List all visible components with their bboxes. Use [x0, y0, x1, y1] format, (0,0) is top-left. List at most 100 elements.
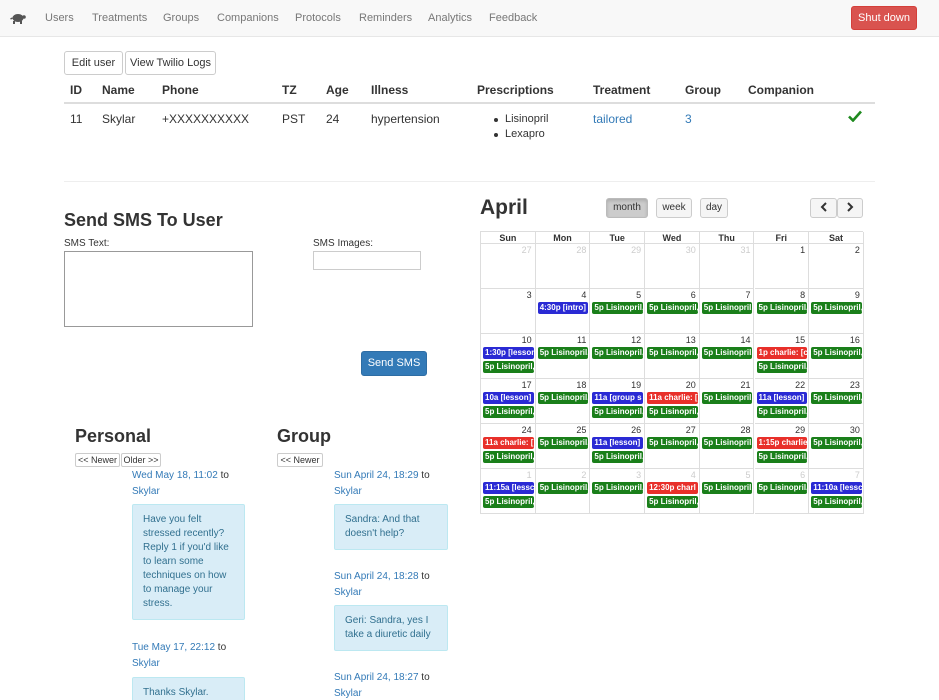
calendar-event[interactable]: 1:15p charlie: [756, 437, 808, 449]
calendar-prev-button[interactable]: [810, 198, 837, 218]
message-date-link[interactable]: Sun April 24, 18:29: [334, 470, 419, 481]
calendar-event[interactable]: 4:30p [intro]: [537, 302, 589, 314]
edit-user-button[interactable]: Edit user: [64, 51, 123, 75]
calendar-day-cell[interactable]: 5: [590, 289, 646, 334]
calendar-day-cell[interactable]: 26: [590, 424, 646, 469]
nav-users[interactable]: Users: [45, 12, 74, 24]
calendar-day-cell[interactable]: 16: [809, 334, 864, 379]
calendar-day-cell[interactable]: 23: [809, 379, 864, 424]
calendar-day-cell[interactable]: 4: [535, 289, 591, 334]
group-link[interactable]: 3: [685, 112, 692, 126]
calendar-day-cell[interactable]: 9: [809, 289, 864, 334]
calendar-day-cell[interactable]: 28: [699, 424, 755, 469]
calendar-day-cell[interactable]: 7: [809, 469, 864, 514]
calendar-event[interactable]: 5p Lisinopril,: [756, 302, 808, 314]
calendar-day-cell[interactable]: 2: [535, 469, 591, 514]
calendar-event[interactable]: 5p Lisinopril,: [592, 406, 644, 418]
calendar-event[interactable]: 5p Lisinopril,: [647, 347, 698, 359]
calendar-event[interactable]: 5p Lisinopril,: [701, 482, 753, 494]
calendar-next-button[interactable]: [837, 198, 863, 218]
calendar-event[interactable]: 11a [group s: [592, 392, 644, 404]
nav-protocols[interactable]: Protocols: [295, 12, 341, 24]
calendar-event[interactable]: 5p Lisinopril,: [537, 392, 589, 404]
message-date-link[interactable]: Tue May 17, 22:12: [132, 642, 216, 653]
nav-analytics[interactable]: Analytics: [428, 12, 473, 24]
calendar-event[interactable]: 5p Lisinopril,: [811, 437, 862, 449]
calendar-day-cell[interactable]: 10: [481, 334, 536, 379]
calendar-day-cell[interactable]: 27: [481, 244, 536, 289]
message-recipient-link[interactable]: Skylar: [334, 688, 362, 699]
view-twilio-logs-button[interactable]: View Twilio Logs: [125, 51, 216, 75]
nav-groups[interactable]: Groups: [163, 12, 200, 24]
message-date-link[interactable]: Sun April 24, 18:28: [334, 571, 419, 582]
calendar-day-cell[interactable]: 24: [481, 424, 536, 469]
calendar-day-cell[interactable]: 4: [645, 469, 700, 514]
calendar-day-cell[interactable]: 1: [481, 469, 536, 514]
calendar-event[interactable]: 5p Lisinopril,: [592, 302, 644, 314]
calendar-event[interactable]: 5p Lisinopril,: [756, 406, 808, 418]
calendar-event[interactable]: 5p Lisinopril,: [592, 482, 644, 494]
calendar-day-cell[interactable]: 21: [699, 379, 755, 424]
calendar-day-cell[interactable]: 30: [809, 424, 864, 469]
calendar-day-cell[interactable]: 7: [699, 289, 755, 334]
message-recipient-link[interactable]: Skylar: [334, 486, 362, 497]
calendar-event[interactable]: 1p charlie: [c: [756, 347, 808, 359]
calendar-event[interactable]: 11a [lesson] .: [756, 392, 808, 404]
calendar-day-cell[interactable]: 6: [645, 289, 700, 334]
calendar-event[interactable]: 10a [lesson]: [483, 392, 534, 404]
calendar-event[interactable]: 11a charlie: [: [647, 392, 698, 404]
calendar-day-cell[interactable]: 1: [754, 244, 810, 289]
calendar-day-cell[interactable]: 20: [645, 379, 700, 424]
calendar-day-cell[interactable]: 6: [754, 469, 810, 514]
calendar-day-cell[interactable]: 14: [699, 334, 755, 379]
message-recipient-link[interactable]: Skylar: [132, 658, 160, 669]
nav-companions[interactable]: Companions: [217, 12, 279, 24]
send-sms-button[interactable]: Send SMS: [361, 351, 427, 376]
calendar-event[interactable]: 5p Lisinopril,: [756, 482, 808, 494]
group-newer-button[interactable]: << Newer: [277, 453, 323, 467]
calendar-week-view-button[interactable]: week: [656, 198, 692, 218]
message-recipient-link[interactable]: Skylar: [334, 587, 362, 598]
calendar-day-cell[interactable]: 8: [754, 289, 810, 334]
calendar-day-cell[interactable]: 3: [481, 289, 536, 334]
calendar-day-cell[interactable]: 19: [590, 379, 646, 424]
treatment-link[interactable]: tailored: [593, 112, 633, 126]
calendar-day-cell[interactable]: 28: [535, 244, 591, 289]
calendar-month-view-button[interactable]: month: [606, 198, 648, 218]
calendar-event[interactable]: 12:30p charl: [647, 482, 698, 494]
calendar-day-cell[interactable]: 11: [535, 334, 591, 379]
nav-feedback[interactable]: Feedback: [489, 12, 538, 24]
nav-treatments[interactable]: Treatments: [92, 12, 148, 24]
calendar-event[interactable]: 5p Lisinopril,: [483, 496, 534, 508]
calendar-event[interactable]: 5p Lisinopril,: [537, 437, 589, 449]
nav-reminders[interactable]: Reminders: [359, 12, 413, 24]
calendar-day-cell[interactable]: 29: [754, 424, 810, 469]
personal-older-button[interactable]: Older >>: [121, 453, 161, 467]
calendar-event[interactable]: 5p Lisinopril,: [811, 347, 862, 359]
calendar-day-cell[interactable]: 15: [754, 334, 810, 379]
calendar-event[interactable]: 5p Lisinopril,: [537, 347, 589, 359]
calendar-event[interactable]: 5p Lisinopril,: [811, 496, 862, 508]
calendar-day-cell[interactable]: 30: [645, 244, 700, 289]
calendar-day-view-button[interactable]: day: [700, 198, 728, 218]
calendar-day-cell[interactable]: 31: [699, 244, 755, 289]
calendar-event[interactable]: 11a [lesson]: [592, 437, 644, 449]
message-date-link[interactable]: Wed May 18, 11:02: [132, 470, 218, 481]
shutdown-button[interactable]: Shut down: [851, 6, 917, 30]
calendar-day-cell[interactable]: 22: [754, 379, 810, 424]
calendar-event[interactable]: 5p Lisinopril,: [592, 347, 644, 359]
calendar-day-cell[interactable]: 27: [645, 424, 700, 469]
calendar-event[interactable]: 5p Lisinopril,: [537, 482, 589, 494]
sms-text-input[interactable]: [64, 251, 253, 327]
calendar-day-cell[interactable]: 17: [481, 379, 536, 424]
calendar-event[interactable]: 5p Lisinopril,: [483, 451, 534, 463]
calendar-event[interactable]: 11a charlie: [: [483, 437, 534, 449]
calendar-day-cell[interactable]: 12: [590, 334, 646, 379]
calendar-event[interactable]: 11:15a [lessc: [483, 482, 534, 494]
calendar-event[interactable]: 11:10a [lessc: [811, 482, 862, 494]
calendar-day-cell[interactable]: 18: [535, 379, 591, 424]
turtle-icon[interactable]: [10, 11, 26, 25]
calendar-day-cell[interactable]: 5: [699, 469, 755, 514]
calendar-event[interactable]: 5p Lisinopril,: [647, 437, 698, 449]
message-recipient-link[interactable]: Skylar: [132, 486, 160, 497]
